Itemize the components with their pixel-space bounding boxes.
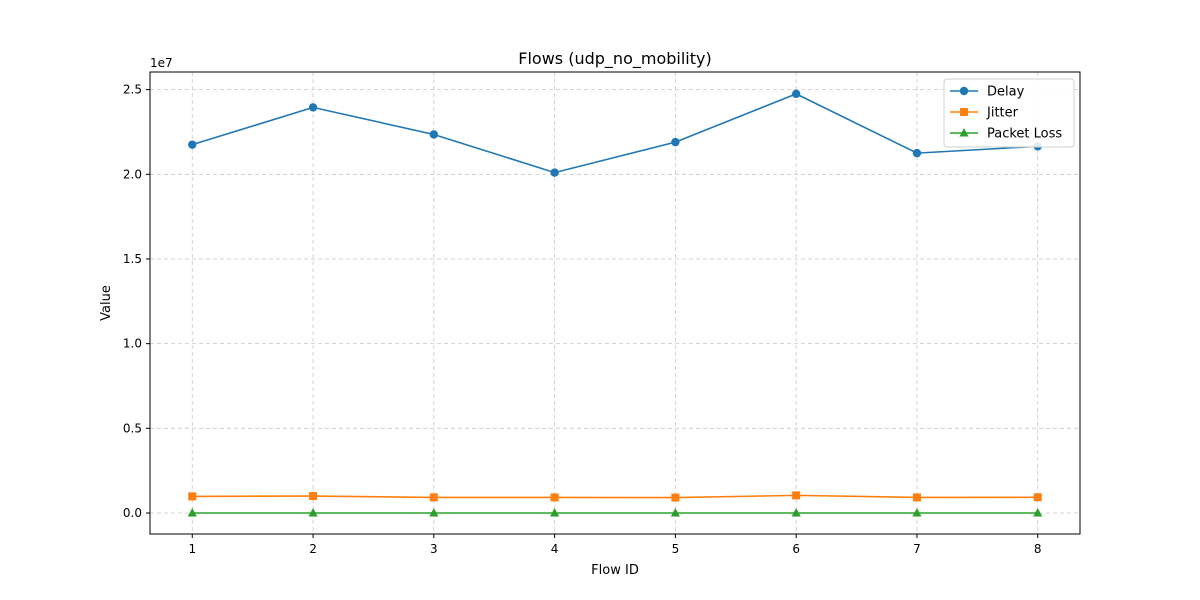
series-packet-loss: [187, 508, 1043, 517]
legend-box: [943, 78, 1075, 148]
series-delay: [188, 89, 1042, 177]
series-jitter: [188, 491, 1042, 502]
legend-label-packet-loss: Packet Loss: [987, 127, 1062, 142]
legend-marker-jitter: [960, 108, 968, 116]
data-point-jitter: [429, 493, 438, 502]
axes: 1 2 3 4 5 6 7 8 0.0 0.5 1.0 1.5 2.0 2.5: [123, 83, 1042, 556]
data-point-delay: [188, 140, 197, 149]
legend-entry-jitter: Jitter: [950, 106, 1019, 121]
data-point-packet-loss: [550, 508, 560, 517]
x-tick-label: 2: [309, 542, 317, 556]
data-point-delay: [791, 89, 801, 99]
x-tick-label: 1: [188, 542, 196, 556]
legend-entry-packet-loss: Packet Loss: [950, 127, 1062, 142]
data-point-jitter: [792, 491, 801, 500]
data-point-jitter: [912, 493, 921, 502]
data-point-jitter: [550, 493, 559, 502]
data-point-packet-loss: [308, 508, 318, 517]
series-line-jitter: [192, 494, 1038, 499]
legend-entry-delay: Delay: [950, 85, 1025, 100]
series-line-delay: [192, 92, 1038, 174]
legend-marker-packet-loss: [959, 128, 969, 137]
y-tick-label: 1.0: [123, 337, 142, 351]
data-point-delay: [308, 103, 318, 112]
x-tick-label: 4: [551, 542, 559, 556]
data-point-delay: [429, 130, 439, 139]
y-tick-label: 1.5: [123, 252, 142, 266]
chart-title: Flows (udp_no_mobility): [518, 49, 711, 69]
x-axis-label: Flow ID: [591, 563, 639, 578]
y-tick-label: 2.0: [123, 167, 142, 181]
data-point-packet-loss: [1033, 508, 1043, 517]
data-point-packet-loss: [670, 508, 680, 517]
data-point-jitter: [309, 492, 318, 501]
legend-marker-delay: [959, 86, 969, 96]
y-axis-label: Value: [99, 285, 114, 321]
x-tick-label: 3: [430, 542, 438, 556]
x-tick-label: 7: [913, 542, 921, 556]
data-point-packet-loss: [912, 508, 922, 517]
x-tick-label: 8: [1034, 542, 1042, 556]
data-point-delay: [671, 137, 680, 147]
x-tick-label: 5: [672, 542, 680, 556]
data-point-jitter: [671, 493, 680, 502]
data-point-delay: [550, 168, 559, 177]
legend: Delay Jitter Packet Loss: [943, 78, 1075, 148]
data-point-jitter: [188, 492, 197, 501]
x-tick-label: 6: [792, 542, 800, 556]
series-layer: [187, 89, 1043, 517]
data-point-delay: [912, 148, 922, 158]
legend-label-jitter: Jitter: [986, 106, 1019, 121]
data-point-packet-loss: [791, 508, 801, 517]
y-axis-offset-label: 1e7: [150, 56, 173, 70]
legend-label-delay: Delay: [987, 85, 1025, 100]
y-tick-label: 2.5: [123, 83, 142, 97]
data-point-packet-loss: [429, 508, 439, 517]
plot-area-frame: [149, 71, 1081, 535]
y-tick-label: 0.0: [123, 506, 142, 520]
y-tick-label: 0.5: [123, 421, 142, 435]
data-point-jitter: [1033, 493, 1042, 502]
data-point-packet-loss: [187, 508, 197, 517]
